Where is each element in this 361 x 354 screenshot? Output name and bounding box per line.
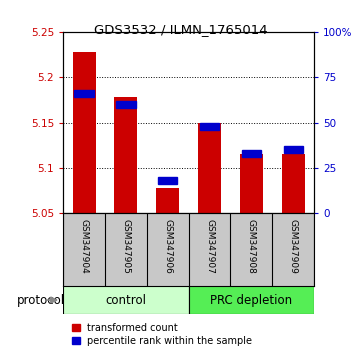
Bar (114, 97, 138, 213)
Bar (240, 154, 263, 213)
Text: GSM347905: GSM347905 (121, 219, 130, 274)
Bar (156, 188, 179, 213)
Legend: transformed count, percentile rank within the sample: transformed count, percentile rank withi… (68, 319, 256, 350)
Bar (74, 90, 94, 97)
Bar (242, 150, 261, 157)
Text: GSM347908: GSM347908 (247, 219, 256, 274)
Text: protocol: protocol (17, 293, 65, 307)
Bar (63, 286, 188, 314)
Text: GSM347904: GSM347904 (79, 219, 88, 274)
Text: control: control (105, 293, 147, 307)
Text: GSM347909: GSM347909 (289, 219, 298, 274)
Bar (198, 122, 221, 213)
Bar (282, 154, 305, 213)
Bar (200, 122, 219, 130)
Bar (73, 52, 96, 213)
Text: GSM347907: GSM347907 (205, 219, 214, 274)
Bar (158, 177, 177, 184)
Bar (188, 286, 314, 314)
Bar (283, 146, 303, 153)
Text: PRC depletion: PRC depletion (210, 293, 292, 307)
Text: GDS3532 / ILMN_1765014: GDS3532 / ILMN_1765014 (94, 23, 267, 36)
Bar (116, 101, 136, 108)
Text: GSM347906: GSM347906 (163, 219, 172, 274)
